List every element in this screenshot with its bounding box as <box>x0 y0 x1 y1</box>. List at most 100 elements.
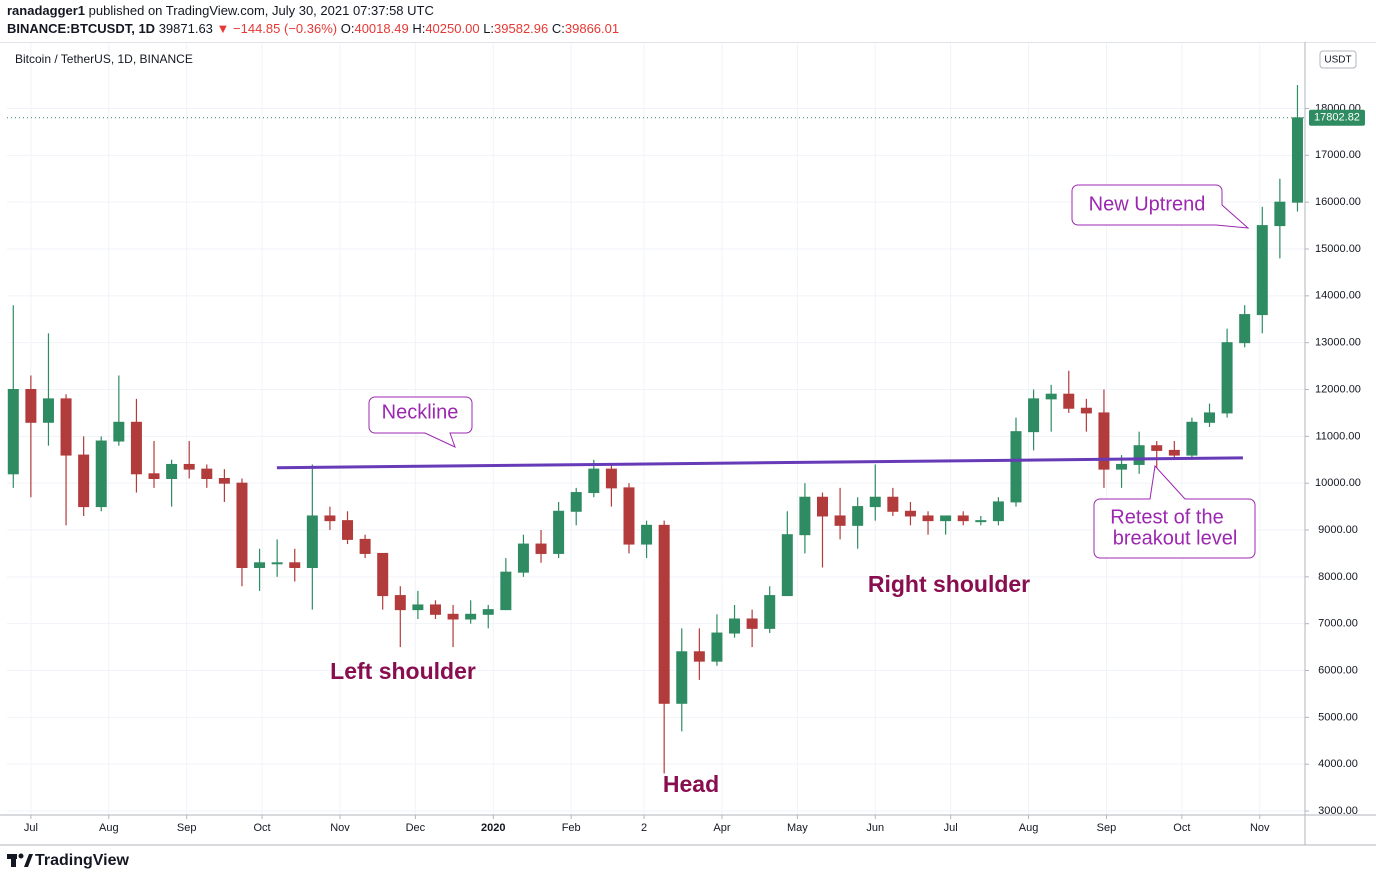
candle-body <box>148 473 160 479</box>
y-tick-label: 9000.00 <box>1318 524 1358 536</box>
candle-body <box>517 543 529 573</box>
candle-body <box>1116 463 1128 470</box>
x-tick-label: May <box>787 822 808 834</box>
chart-title: Bitcoin / TetherUS, 1D, BINANCE <box>15 52 193 66</box>
candle-body <box>1045 393 1057 400</box>
symbol-line: BINANCE:BTCUSDT, 1D 39871.63 ▼ −144.85 (… <box>7 21 619 36</box>
candle-body <box>922 515 934 522</box>
x-tick-label: Aug <box>99 822 119 834</box>
x-tick-label: 2020 <box>481 822 505 834</box>
ohlc-l-label: L: <box>483 21 494 36</box>
currency: USDT <box>1324 55 1351 66</box>
candle-body <box>1274 201 1286 227</box>
neckline <box>276 456 1243 470</box>
y-tick-label: 8000.00 <box>1318 571 1358 583</box>
candle-body <box>1028 398 1040 433</box>
x-tick-label: Dec <box>406 822 426 834</box>
candle-body <box>570 492 582 512</box>
ohlc-l: 39582.96 <box>494 21 548 36</box>
candle-body <box>95 440 107 508</box>
logo <box>7 853 33 867</box>
ohlc-c-label: C: <box>552 21 565 36</box>
y-tick-label: 10000.00 <box>1315 477 1361 489</box>
x-tick-label: Jul <box>944 822 958 834</box>
candle-body <box>588 468 600 494</box>
candle-body <box>746 618 758 629</box>
last: 39871.63 <box>159 21 213 36</box>
x-tick-label: Oct <box>254 822 271 834</box>
candle-body <box>60 398 72 456</box>
candle-body <box>1098 412 1110 470</box>
candle-body <box>676 651 688 704</box>
candle-body <box>306 515 318 568</box>
candle-body <box>1186 421 1198 456</box>
candle-body <box>78 454 90 508</box>
candle-body <box>852 506 864 526</box>
candle-body <box>271 562 283 565</box>
y-tick-label: 6000.00 <box>1318 664 1358 676</box>
candle-body <box>42 398 54 423</box>
candle-body <box>289 562 301 568</box>
change: ▼ −144.85 (−0.36%) <box>217 21 338 36</box>
candle-body <box>535 543 547 554</box>
new-uptrend-label: New Uptrend <box>1089 193 1206 215</box>
candle-body <box>412 604 424 611</box>
y-tick-label: 3000.00 <box>1318 805 1358 817</box>
candle-body <box>764 595 776 629</box>
candle-body <box>605 468 617 489</box>
candle-body <box>324 515 336 522</box>
candle-body <box>130 421 142 475</box>
candle-body <box>641 524 653 545</box>
header-line: ranadagger1 published on TradingView.com… <box>7 3 434 18</box>
candle-body <box>113 421 125 442</box>
y-tick-label: 11000.00 <box>1315 430 1360 442</box>
y-tick-label: 17000.00 <box>1315 149 1361 161</box>
candle-body <box>1133 445 1145 465</box>
publisher: ranadagger1 <box>7 3 85 18</box>
x-tick-label: Aug <box>1019 822 1039 834</box>
y-tick-label: 5000.00 <box>1318 711 1358 723</box>
candle-body <box>394 595 406 611</box>
pattern-label: Head <box>663 771 719 797</box>
x-tick-label: Jul <box>24 822 38 834</box>
candle-body <box>693 651 705 662</box>
ohlc-h-label: H: <box>412 21 425 36</box>
candle-body <box>1063 393 1075 409</box>
candle-body <box>623 487 635 545</box>
candle-body <box>377 552 389 597</box>
candle-body <box>729 618 741 634</box>
last-price-badge <box>1309 109 1365 126</box>
candle-body <box>429 604 441 615</box>
candle-body <box>482 609 494 615</box>
x-tick-label: Sep <box>1097 822 1117 834</box>
candle-body <box>1168 449 1180 456</box>
candle-body <box>940 515 952 522</box>
ohlc-o: 40018.49 <box>354 21 408 36</box>
candle-body <box>975 520 987 523</box>
candle-body <box>342 520 354 540</box>
candle-body <box>465 613 477 620</box>
candle-body <box>1151 445 1163 451</box>
y-tick-label: 16000.00 <box>1315 196 1361 208</box>
candle-body <box>1010 431 1022 503</box>
footer-brand: TradingView <box>35 852 130 869</box>
candle-body <box>236 482 248 568</box>
candle-body <box>869 496 881 508</box>
y-tick-label: 7000.00 <box>1318 618 1358 630</box>
candle-body <box>904 510 916 517</box>
candle-body <box>957 515 969 522</box>
y-tick-label: 13000.00 <box>1315 337 1361 349</box>
candle-body <box>359 538 371 554</box>
candle-body <box>218 477 230 484</box>
pattern-label: Left shoulder <box>330 658 476 684</box>
published: published on TradingView.com, July 30, 2… <box>89 3 434 18</box>
last-price-label: 17802.82 <box>1314 112 1360 124</box>
candle-body <box>992 501 1004 522</box>
callout-box <box>368 396 473 448</box>
candle-body <box>166 463 178 479</box>
x-tick-label: Apr <box>713 822 730 834</box>
y-tick-label: 14000.00 <box>1315 290 1361 302</box>
x-tick-label: Jun <box>866 822 884 834</box>
candle-body <box>254 562 266 568</box>
